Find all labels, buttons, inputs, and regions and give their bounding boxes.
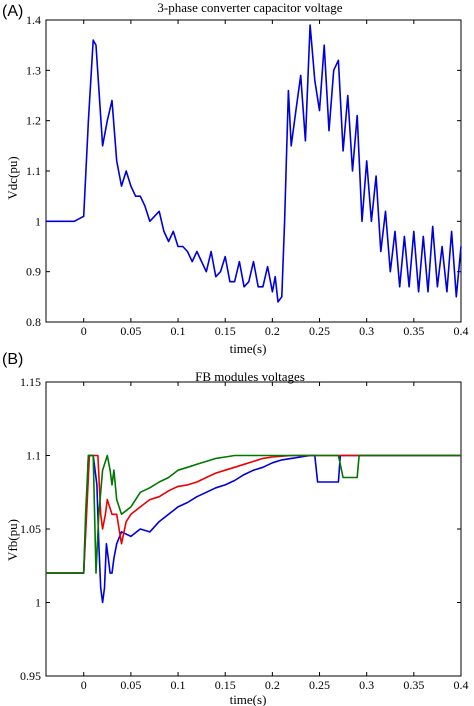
x-tick-label: 0.4 [454, 678, 469, 692]
chart-panel-a: (A) 3-phase converter capacitor voltage … [2, 0, 469, 356]
y-tick-label: 1.3 [26, 63, 41, 77]
x-axis-label: time(s) [230, 692, 267, 706]
x-tick-label: 0.25 [309, 678, 330, 692]
x-tick-label: 0.15 [215, 678, 236, 692]
chart-title: 3-phase converter capacitor voltage [157, 0, 342, 15]
chart-panel-b: (B) FB modules voltages time(s) Vfb(pu) … [2, 351, 469, 706]
y-tick-label: 1 [35, 214, 41, 228]
y-tick-label: 1 [35, 596, 41, 610]
axis-ticks: 0 0.05 0.1 0.15 0.2 0.25 0.3 0.35 0.4 0.8 0.9 1 1.1 1… [26, 13, 469, 338]
x-tick-label: 0.25 [309, 324, 330, 338]
x-tick-label: 0.35 [403, 324, 424, 338]
panel-label: (B) [2, 351, 23, 368]
series-line-1 [46, 454, 461, 604]
series-line-3 [46, 454, 461, 574]
x-tick-label: 0.1 [171, 324, 186, 338]
panel-label: (A) [2, 3, 23, 20]
y-axis-label: Vfb(pu) [5, 519, 20, 561]
x-tick-label: 0 [81, 324, 87, 338]
y-axis-label: Vdc(pu) [5, 156, 20, 199]
plot-frame [45, 381, 462, 677]
y-tick-label: 1.2 [26, 114, 41, 128]
x-axis-label: time(s) [230, 341, 267, 356]
x-tick-label: 0.2 [265, 678, 280, 692]
axis-ticks: 0 0.05 0.1 0.15 0.2 0.25 0.3 0.35 0.4 0.95 1 1.05 1.… [20, 375, 469, 692]
x-tick-label: 0.4 [454, 324, 469, 338]
x-tick-label: 0.15 [215, 324, 236, 338]
x-tick-label: 0.05 [120, 678, 141, 692]
chart-title: FB modules voltages [195, 369, 305, 384]
x-tick-label: 0.1 [171, 678, 186, 692]
y-tick-label: 1.15 [20, 375, 41, 389]
y-tick-label: 1.1 [26, 449, 41, 463]
y-tick-label: 1.1 [26, 164, 41, 178]
series-lines [46, 24, 462, 303]
y-tick-label: 0.9 [26, 265, 41, 279]
x-tick-label: 0.05 [120, 324, 141, 338]
x-tick-label: 0.2 [265, 324, 280, 338]
x-tick-label: 0.3 [359, 678, 374, 692]
y-tick-label: 1.05 [20, 522, 41, 536]
y-tick-label: 0.8 [26, 315, 41, 329]
x-tick-label: 0.35 [403, 678, 424, 692]
series-lines [46, 454, 461, 604]
y-tick-label: 0.95 [20, 669, 41, 683]
series-line-1 [46, 24, 462, 303]
x-tick-label: 0.3 [359, 324, 374, 338]
y-tick-label: 1.4 [26, 13, 41, 27]
x-tick-label: 0 [81, 678, 87, 692]
